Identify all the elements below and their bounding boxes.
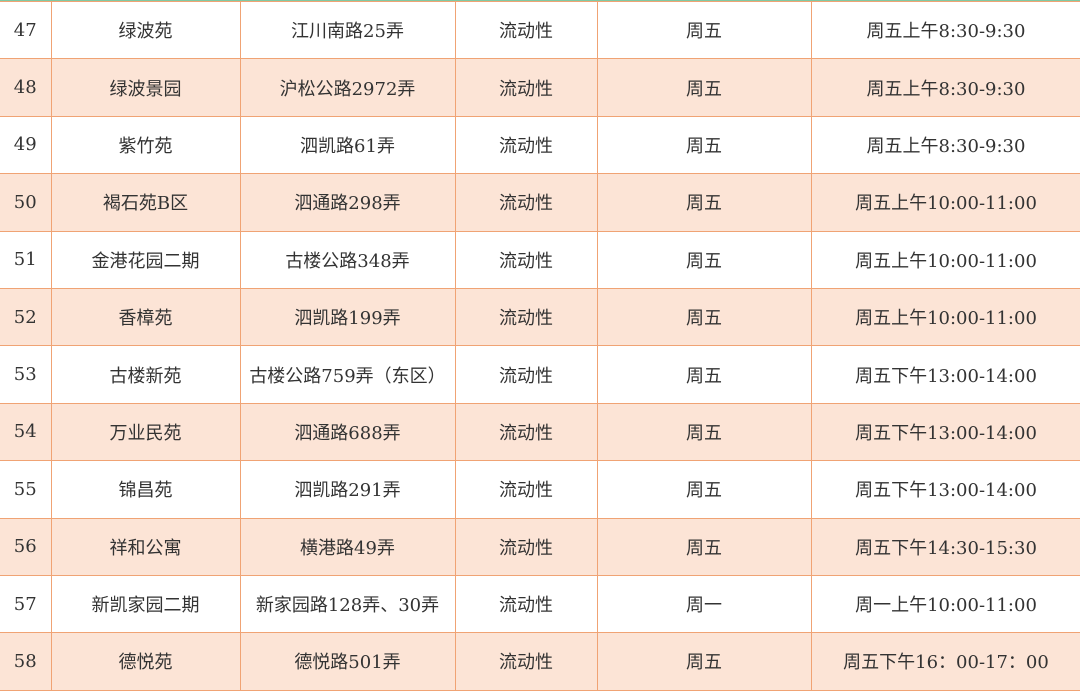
cell-no: 58: [0, 632, 52, 691]
cell-day: 周五: [596, 517, 812, 576]
cell-no: 49: [0, 115, 52, 175]
cell-type: 流动性: [454, 632, 598, 691]
cell-time: 周五上午8:30-9:30: [810, 115, 1080, 175]
table-row: 51 金港花园二期 古楼公路348弄 流动性 周五 周五上午10:00-11:00: [0, 230, 1080, 289]
cell-time: 周五下午16：00-17：00: [810, 632, 1080, 691]
cell-day: 周五: [596, 173, 812, 232]
cell-address: 德悦路501弄: [239, 632, 456, 691]
cell-address: 泗凯路199弄: [239, 287, 456, 347]
cell-no: 53: [0, 345, 52, 404]
cell-type: 流动性: [454, 115, 598, 175]
table-row: 52 香樟苑 泗凯路199弄 流动性 周五 周五上午10:00-11:00: [0, 287, 1080, 347]
cell-address: 泗通路298弄: [239, 173, 456, 232]
table-row: 56 祥和公寓 横港路49弄 流动性 周五 周五下午14:30-15:30: [0, 517, 1080, 576]
table-row: 55 锦昌苑 泗凯路291弄 流动性 周五 周五下午13:00-14:00: [0, 460, 1080, 519]
cell-no: 48: [0, 58, 52, 117]
cell-time: 周五上午8:30-9:30: [810, 58, 1080, 117]
cell-day: 周五: [596, 0, 812, 60]
cell-time: 周五下午14:30-15:30: [810, 517, 1080, 576]
cell-day: 周五: [596, 460, 812, 519]
cell-no: 57: [0, 574, 52, 634]
table-row: 53 古楼新苑 古楼公路759弄（东区） 流动性 周五 周五下午13:00-14:00: [0, 345, 1080, 404]
cell-address: 泗凯路291弄: [239, 460, 456, 519]
cell-no: 50: [0, 173, 52, 232]
cell-day: 周五: [596, 230, 812, 289]
cell-type: 流动性: [454, 287, 598, 347]
cell-day: 周五: [596, 58, 812, 117]
cell-no: 54: [0, 402, 52, 462]
cell-type: 流动性: [454, 58, 598, 117]
cell-type: 流动性: [454, 574, 598, 634]
cell-name: 祥和公寓: [50, 517, 241, 576]
cell-name: 万业民苑: [50, 402, 241, 462]
cell-name: 德悦苑: [50, 632, 241, 691]
cell-no: 51: [0, 230, 52, 289]
cell-name: 紫竹苑: [50, 115, 241, 175]
cell-no: 52: [0, 287, 52, 347]
cell-time: 周五上午10:00-11:00: [810, 287, 1080, 347]
table-row: 50 褐石苑B区 泗通路298弄 流动性 周五 周五上午10:00-11:00: [0, 173, 1080, 232]
cell-name: 香樟苑: [50, 287, 241, 347]
cell-name: 金港花园二期: [50, 230, 241, 289]
cell-type: 流动性: [454, 460, 598, 519]
cell-address: 新家园路128弄、30弄: [239, 574, 456, 634]
cell-name: 绿波景园: [50, 58, 241, 117]
cell-type: 流动性: [454, 173, 598, 232]
cell-type: 流动性: [454, 517, 598, 576]
table-row: 57 新凯家园二期 新家园路128弄、30弄 流动性 周一 周一上午10:00-11:00: [0, 574, 1080, 634]
cell-address: 古楼公路348弄: [239, 230, 456, 289]
cell-time: 周五上午8:30-9:30: [810, 0, 1080, 60]
table-row: 54 万业民苑 泗通路688弄 流动性 周五 周五下午13:00-14:00: [0, 402, 1080, 462]
cell-type: 流动性: [454, 402, 598, 462]
cell-time: 周五下午13:00-14:00: [810, 345, 1080, 404]
cell-no: 55: [0, 460, 52, 519]
cell-day: 周五: [596, 115, 812, 175]
cell-no: 56: [0, 517, 52, 576]
cell-time: 周五下午13:00-14:00: [810, 460, 1080, 519]
cell-name: 绿波苑: [50, 0, 241, 60]
cell-name: 新凯家园二期: [50, 574, 241, 634]
cell-address: 江川南路25弄: [239, 0, 456, 60]
cell-day: 周五: [596, 632, 812, 691]
cell-no: 47: [0, 0, 52, 60]
cell-type: 流动性: [454, 0, 598, 60]
cell-day: 周五: [596, 402, 812, 462]
cell-address: 古楼公路759弄（东区）: [239, 345, 456, 404]
cell-address: 沪松公路2972弄: [239, 58, 456, 117]
table-row: 48 绿波景园 沪松公路2972弄 流动性 周五 周五上午8:30-9:30: [0, 58, 1080, 117]
cell-day: 周一: [596, 574, 812, 634]
cell-address: 泗通路688弄: [239, 402, 456, 462]
cell-day: 周五: [596, 345, 812, 404]
table-row: 47 绿波苑 江川南路25弄 流动性 周五 周五上午8:30-9:30: [0, 0, 1080, 60]
cell-address: 横港路49弄: [239, 517, 456, 576]
cell-time: 周一上午10:00-11:00: [810, 574, 1080, 634]
table-row: 49 紫竹苑 泗凯路61弄 流动性 周五 周五上午8:30-9:30: [0, 115, 1080, 175]
cell-time: 周五上午10:00-11:00: [810, 230, 1080, 289]
cell-address: 泗凯路61弄: [239, 115, 456, 175]
cell-name: 锦昌苑: [50, 460, 241, 519]
cell-day: 周五: [596, 287, 812, 347]
cell-name: 褐石苑B区: [50, 173, 241, 232]
table-row: 58 德悦苑 德悦路501弄 流动性 周五 周五下午16：00-17：00: [0, 632, 1080, 691]
cell-time: 周五上午10:00-11:00: [810, 173, 1080, 232]
cell-type: 流动性: [454, 345, 598, 404]
cell-name: 古楼新苑: [50, 345, 241, 404]
cell-type: 流动性: [454, 230, 598, 289]
cell-time: 周五下午13:00-14:00: [810, 402, 1080, 462]
